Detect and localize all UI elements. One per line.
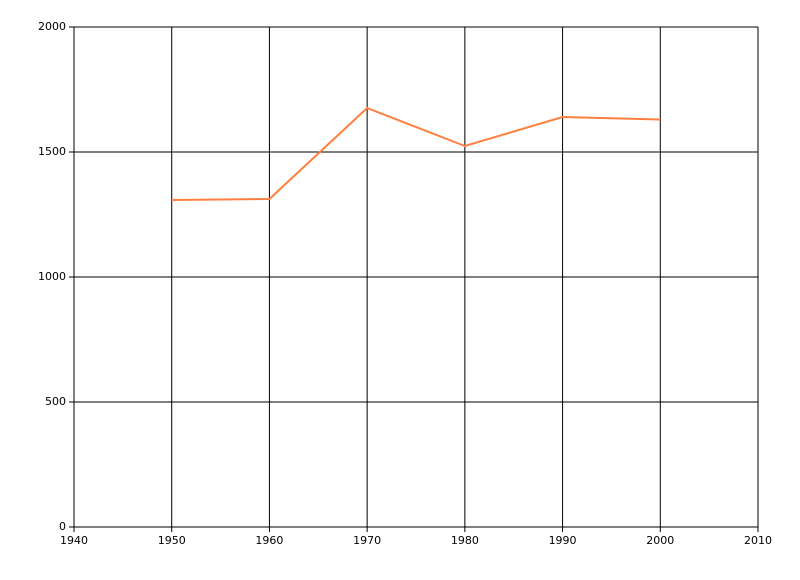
x-tick-label: 1970 — [353, 534, 381, 547]
x-tick-label: 2000 — [646, 534, 674, 547]
y-tick-label: 1000 — [38, 270, 66, 283]
y-tick-label: 2000 — [38, 20, 66, 33]
x-tick-label: 1980 — [451, 534, 479, 547]
y-tick-label: 1500 — [38, 145, 66, 158]
y-tick-label: 0 — [59, 520, 66, 533]
y-tick-label: 500 — [45, 395, 66, 408]
data-line — [171, 106, 661, 201]
x-tick-label: 1950 — [158, 534, 186, 547]
x-tick-label: 1960 — [255, 534, 283, 547]
x-tick-label: 1990 — [549, 534, 577, 547]
x-tick-label: 1940 — [60, 534, 88, 547]
x-tick-label: 2010 — [744, 534, 772, 547]
